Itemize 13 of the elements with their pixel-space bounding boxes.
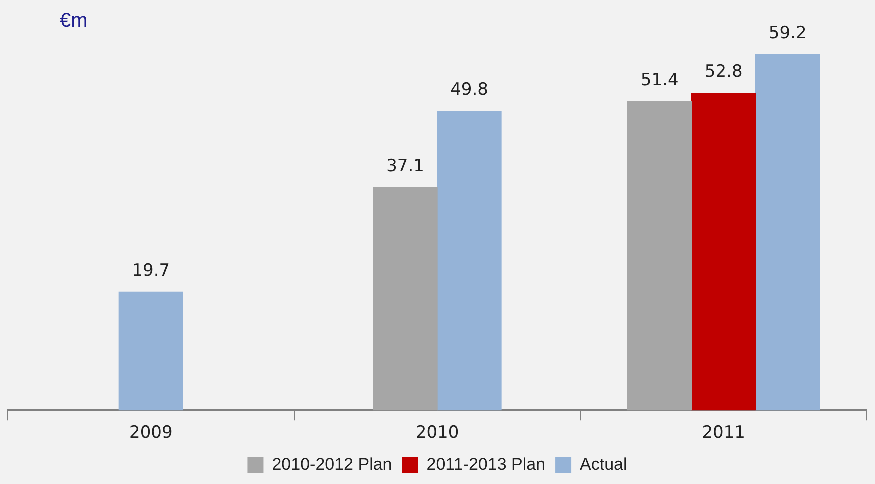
legend-label: 2010-2012 Plan <box>272 455 392 474</box>
data-label: 49.8 <box>450 80 488 100</box>
data-label: 51.4 <box>640 70 679 91</box>
data-label: 59.2 <box>768 24 807 44</box>
data-label: 52.8 <box>704 62 743 82</box>
x-tick-label: 2010 <box>416 423 460 444</box>
legend-label: 2011-2013 Plan <box>426 455 546 474</box>
data-label: 37.1 <box>386 156 424 177</box>
data-label: 19.7 <box>132 261 170 282</box>
legend-label: Actual <box>580 455 628 474</box>
x-tick-label: 2011 <box>702 423 746 444</box>
y-axis-title: €m <box>60 10 88 33</box>
x-tick-label: 2009 <box>130 423 173 444</box>
